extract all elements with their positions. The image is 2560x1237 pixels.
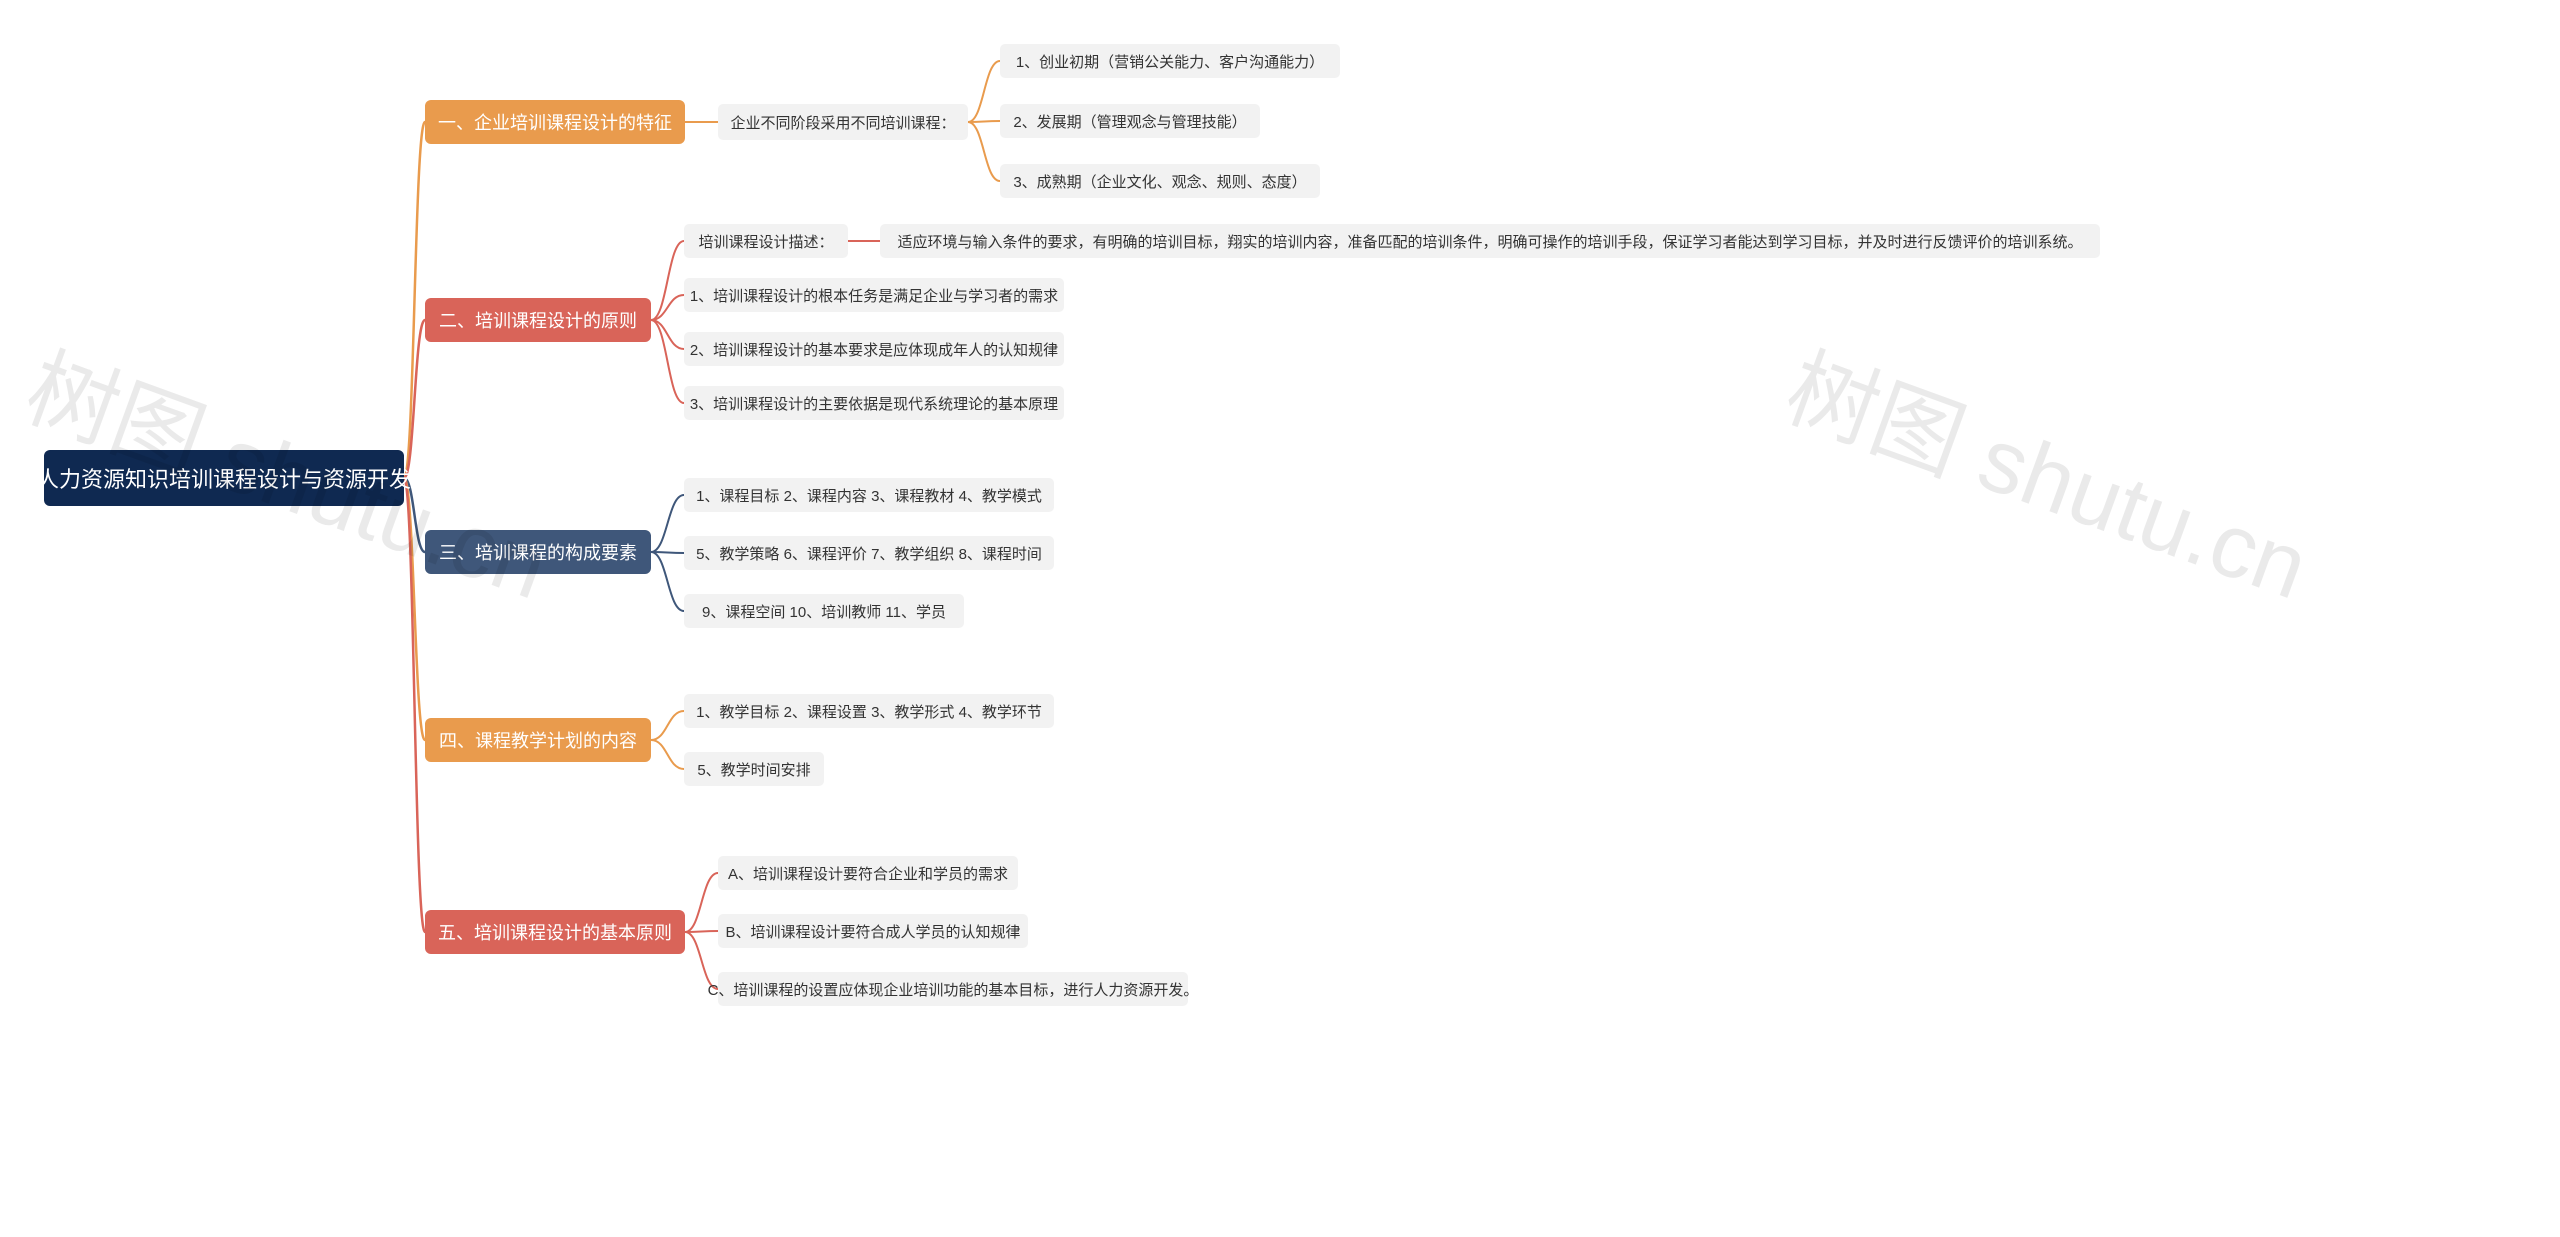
- connector: [651, 552, 684, 553]
- leaf-node-b1c1-0-label: 1、创业初期（营销公关能力、客户沟通能力）: [1016, 51, 1324, 72]
- connector: [651, 320, 684, 349]
- connector: [651, 740, 684, 769]
- leaf-node-b1c1-2[interactable]: 3、成熟期（企业文化、观念、规则、态度）: [1000, 164, 1320, 198]
- connector: [404, 478, 425, 740]
- leaf-node-b3-0[interactable]: 1、课程目标 2、课程内容 3、课程教材 4、教学模式: [684, 478, 1054, 512]
- connector: [968, 121, 1000, 122]
- leaf-node-b5-1[interactable]: B、培训课程设计要符合成人学员的认知规律: [718, 914, 1028, 948]
- leaf-node-b5-2-label: C、培训课程的设置应体现企业培训功能的基本目标，进行人力资源开发。: [708, 979, 1199, 1000]
- connector: [651, 320, 684, 403]
- branch-node-3-label: 三、培训课程的构成要素: [439, 539, 637, 565]
- branch-node-1[interactable]: 一、企业培训课程设计的特征: [425, 100, 685, 144]
- leaf-node-b4-1-label: 5、教学时间安排: [697, 759, 810, 780]
- root-node[interactable]: 人力资源知识培训课程设计与资源开发: [44, 450, 404, 506]
- leaf-node-b2-2-label: 2、培训课程设计的基本要求是应体现成年人的认知规律: [690, 339, 1058, 360]
- connector: [968, 61, 1000, 122]
- connector: [651, 495, 684, 552]
- leaf-node-b5-1-label: B、培训课程设计要符合成人学员的认知规律: [726, 921, 1021, 942]
- connector: [404, 478, 425, 932]
- leaf-node-b2-2[interactable]: 2、培训课程设计的基本要求是应体现成年人的认知规律: [684, 332, 1064, 366]
- branch-node-2-label: 二、培训课程设计的原则: [439, 307, 637, 333]
- leaf-node-b2-3[interactable]: 3、培训课程设计的主要依据是现代系统理论的基本原理: [684, 386, 1064, 420]
- connector: [651, 711, 684, 740]
- connector: [651, 241, 684, 320]
- leaf-node-b3-2[interactable]: 9、课程空间 10、培训教师 11、学员: [684, 594, 964, 628]
- connector: [685, 931, 718, 932]
- leaf-node-b5-0-label: A、培训课程设计要符合企业和学员的需求: [728, 863, 1008, 884]
- watermark: 树图 shutu.cn: [1772, 316, 2329, 625]
- leaf-node-b5-0[interactable]: A、培训课程设计要符合企业和学员的需求: [718, 856, 1018, 890]
- connector: [404, 122, 425, 478]
- connector: [685, 873, 718, 932]
- leaf-node-b4-0-label: 1、教学目标 2、课程设置 3、教学形式 4、教学环节: [696, 701, 1042, 722]
- leaf-node-b2-3-label: 3、培训课程设计的主要依据是现代系统理论的基本原理: [690, 393, 1058, 414]
- leaf-node-b2-0[interactable]: 培训课程设计描述：: [684, 224, 848, 258]
- leaf-node-b3-1[interactable]: 5、教学策略 6、课程评价 7、教学组织 8、课程时间: [684, 536, 1054, 570]
- leaf-node-b1c1-2-label: 3、成熟期（企业文化、观念、规则、态度）: [1013, 171, 1306, 192]
- connector: [651, 552, 684, 611]
- connector: [651, 295, 684, 320]
- leaf-node-b2-1[interactable]: 1、培训课程设计的根本任务是满足企业与学习者的需求: [684, 278, 1064, 312]
- branch-node-5-label: 五、培训课程设计的基本原则: [438, 919, 672, 945]
- leaf-node-b2c1-0-label: 适应环境与输入条件的要求，有明确的培训目标，翔实的培训内容，准备匹配的培训条件，…: [897, 231, 2082, 252]
- leaf-node-b5-2[interactable]: C、培训课程的设置应体现企业培训功能的基本目标，进行人力资源开发。: [718, 972, 1188, 1006]
- leaf-node-b2c1-0[interactable]: 适应环境与输入条件的要求，有明确的培训目标，翔实的培训内容，准备匹配的培训条件，…: [880, 224, 2100, 258]
- root-node-label: 人力资源知识培训课程设计与资源开发: [37, 462, 411, 494]
- leaf-node-b1c1-1[interactable]: 2、发展期（管理观念与管理技能）: [1000, 104, 1260, 138]
- connector: [968, 122, 1000, 181]
- leaf-node-b1-0-label: 企业不同阶段采用不同培训课程：: [731, 112, 956, 133]
- branch-node-4-label: 四、课程教学计划的内容: [439, 727, 637, 753]
- leaf-node-b1-0[interactable]: 企业不同阶段采用不同培训课程：: [718, 104, 968, 140]
- branch-node-2[interactable]: 二、培训课程设计的原则: [425, 298, 651, 342]
- leaf-node-b2-0-label: 培训课程设计描述：: [698, 231, 833, 252]
- leaf-node-b1c1-0[interactable]: 1、创业初期（营销公关能力、客户沟通能力）: [1000, 44, 1340, 78]
- leaf-node-b2-1-label: 1、培训课程设计的根本任务是满足企业与学习者的需求: [690, 285, 1058, 306]
- branch-node-1-label: 一、企业培训课程设计的特征: [438, 109, 672, 135]
- leaf-node-b4-1[interactable]: 5、教学时间安排: [684, 752, 824, 786]
- branch-node-4[interactable]: 四、课程教学计划的内容: [425, 718, 651, 762]
- leaf-node-b1c1-1-label: 2、发展期（管理观念与管理技能）: [1013, 111, 1246, 132]
- leaf-node-b4-0[interactable]: 1、教学目标 2、课程设置 3、教学形式 4、教学环节: [684, 694, 1054, 728]
- branch-node-5[interactable]: 五、培训课程设计的基本原则: [425, 910, 685, 954]
- leaf-node-b3-0-label: 1、课程目标 2、课程内容 3、课程教材 4、教学模式: [696, 485, 1042, 506]
- connector: [404, 320, 425, 478]
- branch-node-3[interactable]: 三、培训课程的构成要素: [425, 530, 651, 574]
- leaf-node-b3-2-label: 9、课程空间 10、培训教师 11、学员: [702, 601, 946, 622]
- leaf-node-b3-1-label: 5、教学策略 6、课程评价 7、教学组织 8、课程时间: [696, 543, 1042, 564]
